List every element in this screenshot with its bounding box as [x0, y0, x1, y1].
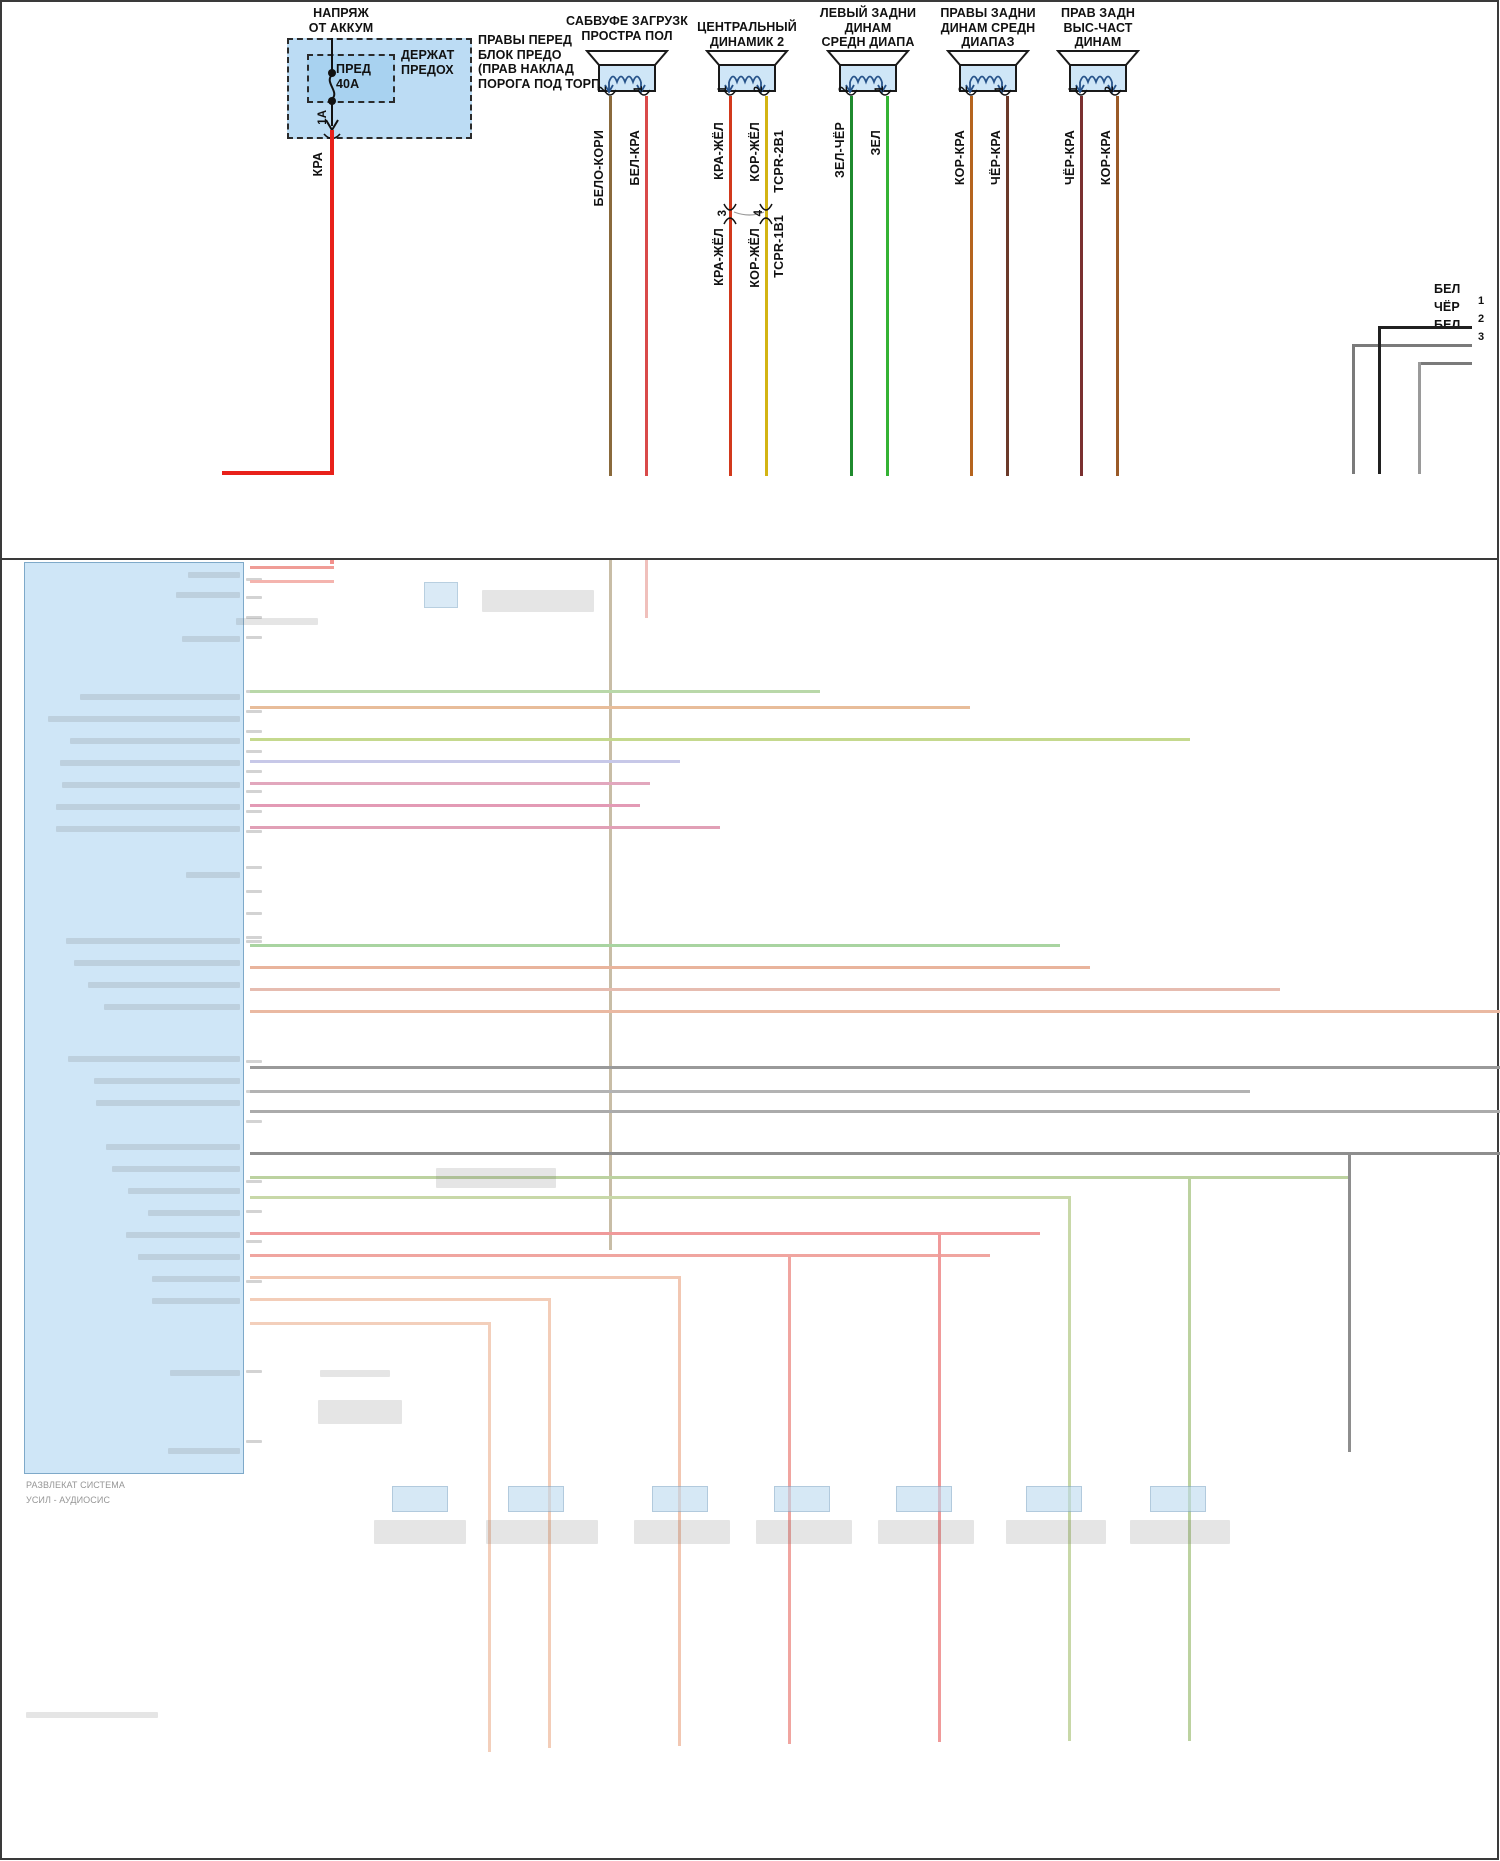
battery-voltage-label: НАПРЯЖ ОТ АККУМ: [308, 6, 374, 35]
center-pin-arcs: [723, 89, 771, 96]
wire-color-left-rear-1: ЗЕЛ: [869, 130, 883, 156]
top-schematic-panel: [0, 0, 1499, 560]
bottom-schematic-panel: [0, 560, 1499, 1860]
right-wire-pin-2: 2: [1478, 313, 1485, 325]
power-wire-elbow: [222, 471, 334, 475]
splice-pin-4: 4: [753, 210, 765, 217]
left-rear-pin-arcs: [844, 89, 892, 96]
wire-color-center-1-lower: КРА-ЖЁЛ: [712, 228, 726, 286]
subwoofer-pin-arcs: [603, 89, 651, 96]
power-wire-color-label: КРА: [311, 152, 325, 177]
wire-tweeter-1: [1080, 96, 1083, 476]
speaker-pin-left-rear-1: 1: [874, 86, 886, 93]
wire-color-subwoofer-2: БЕЛО-КОРИ: [592, 130, 606, 207]
wire-color-right-rear-mid-2: КОР-КРА: [953, 130, 967, 186]
fuse-pin-label: 1A: [317, 110, 329, 125]
speaker-label-right-rear-mid: ПРАВЫ ЗАДНИ ДИНАМ СРЕДН ДИАПАЗ: [940, 6, 1036, 49]
speaker-symbol-right-rear-mid: [946, 49, 1030, 95]
center-splice-connector: [723, 203, 773, 225]
wire-subwoofer-1: [645, 96, 648, 476]
speaker-symbol-left-rear-mid: [826, 49, 910, 95]
wire-color-tweeter-1: ЧЁР-КРА: [1063, 130, 1077, 185]
fuse-symbol: [323, 38, 341, 140]
right-wire-drop-2: [1378, 326, 1381, 474]
connector-label-lower: TCPR-1B1: [772, 215, 786, 278]
wire-tweeter-2: [1116, 96, 1119, 476]
wire-center-1: [729, 96, 732, 476]
speaker-pin-left-rear-2: 2: [838, 86, 850, 93]
amplifier-module-caption: РАЗВЛЕКАТ СИСТЕМА УСИЛ - АУДИОСИС: [26, 1480, 125, 1505]
right-wire-pin-1: 1: [1478, 295, 1485, 307]
speaker-pin-center-2: 2: [753, 86, 765, 93]
fuse-holder-label: ДЕРЖАТ ПРЕДОХ: [401, 48, 455, 77]
fuse-rating-label: ПРЕД 40А: [336, 62, 371, 91]
right-wire-drop-3: [1352, 344, 1355, 474]
speaker-pin-subwoofer-2: 2: [597, 86, 609, 93]
fuse-block-location-label: ПРАВЫ ПЕРЕД БЛОК ПРЕДО (ПРАВ НАКЛАД ПОРО…: [478, 33, 605, 91]
speaker-label-center: ЦЕНТРАЛЬНЫЙ ДИНАМИК 2: [697, 20, 797, 49]
right-wire-color-2: ЧЁР: [1434, 300, 1460, 314]
speaker-label-subwoofer: САБВУФЕ ЗАГРУЗК ПРОСТРА ПОЛ: [566, 14, 688, 43]
right-wire-path-3b: [1418, 362, 1472, 365]
speaker-pin-tweeter-2: 2: [1104, 86, 1116, 93]
power-wire-red: [330, 130, 334, 475]
wire-center-2: [765, 96, 768, 476]
right-wire-drop-3b: [1418, 362, 1421, 474]
speaker-symbol-right-rear-tweeter: [1056, 49, 1140, 95]
wire-color-tweeter-2: КОР-КРА: [1099, 130, 1113, 186]
wire-color-center-2-upper: КОР-ЖЁЛ: [748, 122, 762, 182]
right-wire-path-2: [1378, 326, 1472, 329]
wire-color-center-2-lower: КОР-ЖЁЛ: [748, 228, 762, 288]
fuse-holder-inner: [307, 54, 395, 103]
speaker-pin-tweeter-1: 1: [1068, 86, 1080, 93]
speaker-symbol-subwoofer: [585, 49, 669, 95]
right-wire-path-3: [1352, 344, 1472, 347]
speaker-symbol-center: [705, 49, 789, 95]
wire-color-subwoofer-1: БЕЛ-КРА: [628, 130, 642, 186]
speaker-pin-center-1: 1: [717, 86, 729, 93]
wire-left-rear-2: [850, 96, 853, 476]
wire-color-center-1-upper: КРА-ЖЁЛ: [712, 122, 726, 180]
wire-color-left-rear-2: ЗЕЛ-ЧЁР: [833, 122, 847, 178]
wire-subwoofer-2: [609, 96, 612, 476]
splice-pin-3: 3: [717, 210, 729, 217]
speaker-pin-right-rear-mid-2: 2: [958, 86, 970, 93]
tweeter-pin-arcs: [1074, 89, 1122, 96]
connector-label-upper: TCPR-2B1: [772, 130, 786, 193]
wire-color-right-rear-mid-1: ЧЁР-КРА: [989, 130, 1003, 185]
wire-right-rear-mid-1: [1006, 96, 1009, 476]
amplifier-module-body: [24, 562, 244, 1474]
wire-right-rear-mid-2: [970, 96, 973, 476]
right-wire-pin-3: 3: [1478, 331, 1485, 343]
right-rear-mid-pin-arcs: [964, 89, 1012, 96]
speaker-label-right-rear-tweeter: ПРАВ ЗАДН ВЫС-ЧАСТ ДИНАМ: [1061, 6, 1135, 49]
wire-left-rear-1: [886, 96, 889, 476]
speaker-pin-subwoofer-1: 1: [633, 86, 645, 93]
speaker-label-left-rear-mid: ЛЕВЫЙ ЗАДНИ ДИНАМ СРЕДН ДИАПА: [819, 6, 917, 49]
speaker-pin-right-rear-mid-1: 1: [994, 86, 1006, 93]
right-wire-color-1: БЕЛ: [1434, 282, 1461, 296]
